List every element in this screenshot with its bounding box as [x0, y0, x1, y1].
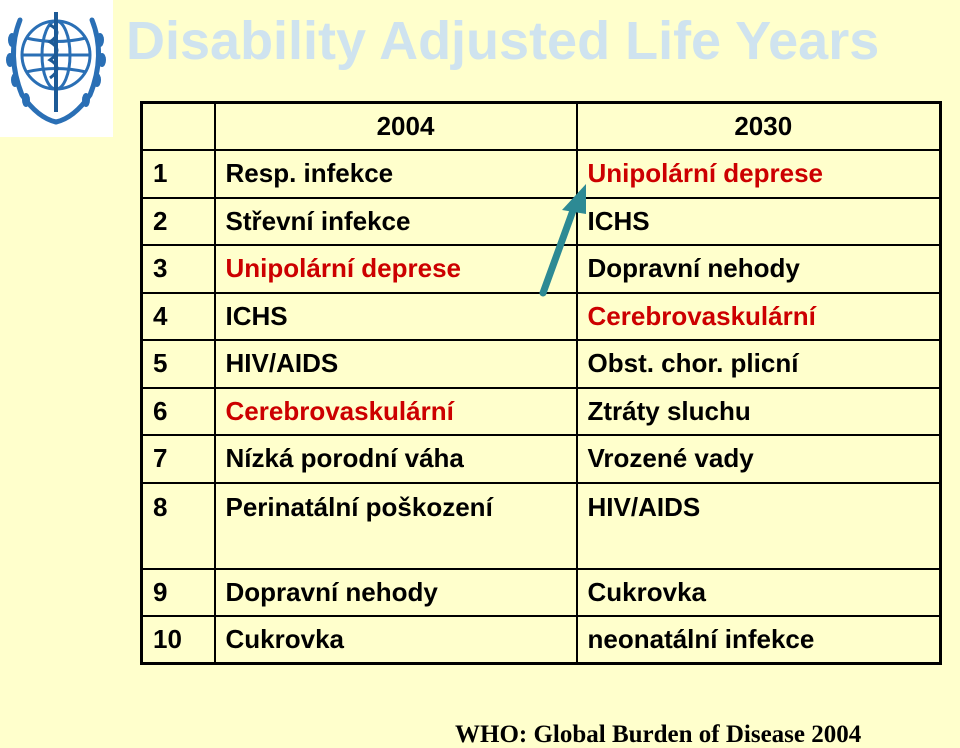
table-row: 1 Resp. infekce Unipolární deprese: [140, 149, 942, 199]
table-row: 2 Střevní infekce ICHS: [140, 196, 942, 246]
cause-2004-cell: HIV/AIDS: [213, 339, 578, 389]
cause-2030-cell: Cerebrovaskulární: [575, 291, 942, 341]
cause-2030-cell: Obst. chor. plicní: [575, 339, 942, 389]
who-logo: [0, 0, 113, 137]
cause-2030-cell: neonatální infekce: [575, 615, 942, 665]
cause-2004-cell: Dopravní nehody: [213, 567, 578, 617]
rank-cell: 8: [140, 481, 216, 570]
rank-cell: 9: [140, 567, 216, 617]
year-2030-header: 2030: [575, 101, 942, 151]
rank-header: [140, 101, 216, 151]
rank-cell: 5: [140, 339, 216, 389]
table-row: 5 HIV/AIDS Obst. chor. plicní: [140, 339, 942, 389]
cause-2030-cell: HIV/AIDS: [575, 481, 942, 570]
rank-cell: 10: [140, 615, 216, 665]
who-emblem-icon: [6, 12, 106, 125]
cause-2004-cell: Nízká porodní váha: [213, 434, 578, 484]
cause-2004-cell: Cukrovka: [213, 615, 578, 665]
cause-2030-cell: Unipolární deprese: [575, 149, 942, 199]
table-row: 9 Dopravní nehody Cukrovka: [140, 567, 942, 617]
rank-cell: 7: [140, 434, 216, 484]
cause-2004-cell: Střevní infekce: [213, 196, 578, 246]
cause-2030-cell: Cukrovka: [575, 567, 942, 617]
cause-2004-cell: Resp. infekce: [213, 149, 578, 199]
cause-2004-cell: ICHS: [213, 291, 578, 341]
dalys-ranking-table: 2004 2030 1 Resp. infekce Unipolární dep…: [140, 101, 942, 665]
table-row: 4 ICHS Cerebrovaskulární: [140, 291, 942, 341]
year-2004-header: 2004: [213, 101, 578, 151]
rank-cell: 4: [140, 291, 216, 341]
rank-cell: 3: [140, 244, 216, 294]
rank-cell: 2: [140, 196, 216, 246]
cause-2004-cell: Unipolární deprese: [213, 244, 578, 294]
cause-2030-cell: Vrozené vady: [575, 434, 942, 484]
source-citation: WHO: Global Burden of Disease 2004: [455, 721, 862, 748]
cause-2004-cell: Perinatální poškození: [213, 481, 578, 570]
cause-2030-cell: ICHS: [575, 196, 942, 246]
rank-cell: 6: [140, 386, 216, 436]
cause-2004-cell: Cerebrovaskulární: [213, 386, 578, 436]
table-row: 6 Cerebrovaskulární Ztráty sluchu: [140, 386, 942, 436]
table-row: 3 Unipolární deprese Dopravní nehody: [140, 244, 942, 294]
cause-2030-cell: Dopravní nehody: [575, 244, 942, 294]
rank-cell: 1: [140, 149, 216, 199]
cause-2030-cell: Ztráty sluchu: [575, 386, 942, 436]
table-header-row: 2004 2030: [140, 101, 942, 151]
table-row: 7 Nízká porodní váha Vrozené vady: [140, 434, 942, 484]
table-row: 10 Cukrovka neonatální infekce: [140, 615, 942, 665]
table-row: 8 Perinatální poškození HIV/AIDS: [140, 481, 942, 570]
page-title: Disability Adjusted Life Years: [126, 11, 880, 71]
